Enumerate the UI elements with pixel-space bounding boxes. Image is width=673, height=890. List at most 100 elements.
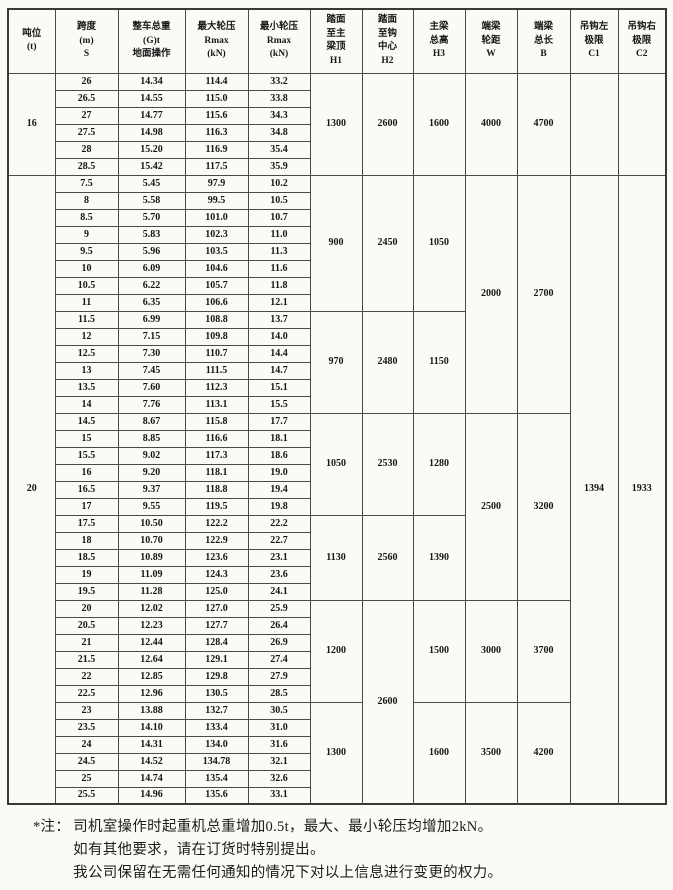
rmax-cell: 124.3 — [184, 565, 249, 584]
span-cell: 14.5 — [54, 412, 119, 431]
table-row: 22.5 12.96 130.5 28.5 — [8, 684, 666, 703]
total-weight-cell: 15.42 — [117, 157, 186, 176]
table-row: 14.5 8.67 115.8 17.7 1050 2530 1280 2500 3200 — [8, 412, 666, 601]
total-weight-cell: 9.20 — [117, 463, 186, 482]
rmin-cell: 33.1 — [247, 786, 311, 805]
rmin-cell: 11.0 — [247, 225, 311, 244]
total-weight-cell: 7.15 — [117, 327, 186, 346]
w-cell: 3500 — [464, 701, 518, 805]
rmin-cell: 11.6 — [247, 259, 311, 278]
rmin-cell: 23.6 — [247, 565, 311, 584]
rmax-cell: 104.6 — [184, 259, 249, 278]
span-cell: 16.5 — [54, 480, 119, 499]
total-weight-cell: 11.09 — [117, 565, 186, 584]
h1-cell: 1300 — [309, 701, 363, 805]
h1-cell: 1050 — [309, 412, 363, 516]
rmin-cell: 27.4 — [247, 650, 311, 669]
rmax-cell: 115.8 — [184, 412, 249, 431]
rmin-cell: 34.3 — [247, 106, 311, 125]
note-line: 我公司保留在无需任何通知的情况下对以上信息进行变更的权力。 — [73, 865, 503, 881]
h2-cell: 2530 — [361, 412, 414, 516]
rmax-cell: 127.0 — [184, 599, 249, 618]
h3-cell: 1390 — [412, 514, 466, 601]
h1-cell: 1200 — [309, 599, 363, 703]
total-weight-cell: 14.31 — [117, 735, 186, 754]
b-cell: 2700 — [516, 174, 571, 414]
header-c1: 吊钩左 极限 C1 — [569, 8, 619, 74]
c2-cell — [617, 72, 667, 176]
rmax-cell: 116.3 — [184, 123, 249, 142]
rmax-cell: 122.2 — [184, 514, 249, 533]
rmax-cell: 119.5 — [184, 497, 249, 516]
rmax-cell: 105.7 — [184, 276, 249, 295]
total-weight-cell: 9.37 — [117, 480, 186, 499]
h1-cell: 1130 — [309, 514, 363, 601]
span-cell: 22 — [54, 667, 119, 686]
tonnage-cell: 16 — [7, 72, 56, 176]
rmin-cell: 23.1 — [247, 548, 311, 567]
total-weight-cell: 12.96 — [117, 684, 186, 703]
total-weight-cell: 5.83 — [117, 225, 186, 244]
c2-cell: 1933 — [617, 174, 667, 805]
rmax-cell: 112.3 — [184, 378, 249, 397]
rmax-cell: 111.5 — [184, 361, 249, 380]
rmax-cell: 129.8 — [184, 667, 249, 686]
rmin-cell: 26.9 — [247, 633, 311, 652]
rmin-cell: 10.2 — [247, 174, 311, 193]
rmin-cell: 33.2 — [247, 72, 311, 91]
table-row: 9.5 5.96 103.5 11.3 — [8, 242, 666, 261]
span-cell: 27 — [54, 106, 119, 125]
w-cell: 4000 — [464, 72, 518, 176]
span-cell: 19 — [54, 565, 119, 584]
h2-cell: 2450 — [361, 174, 414, 312]
rmin-cell: 14.4 — [247, 344, 311, 363]
table-body: 16 26 14.34 114.4 33.2 1300 2600 1600 4000 4700 26… — [7, 72, 667, 805]
span-cell: 27.5 — [54, 123, 119, 142]
total-weight-cell: 6.09 — [117, 259, 186, 278]
notes: *注： 司机室操作时起重机总重增加0.5t，最大、最小轮压均增加2kN。 如有其… — [33, 816, 502, 885]
h3-cell: 1600 — [412, 701, 466, 805]
header-c2: 吊钩右 极限 C2 — [617, 8, 667, 74]
rmin-cell: 15.5 — [247, 395, 311, 414]
total-weight-cell: 7.45 — [117, 361, 186, 380]
rmin-cell: 14.0 — [247, 327, 311, 346]
w-cell: 2500 — [464, 412, 518, 601]
table-row: 23 13.88 132.7 30.5 1300 1600 3500 4200 — [8, 701, 666, 805]
w-cell: 3000 — [464, 599, 518, 703]
span-cell: 24 — [54, 735, 119, 754]
total-weight-cell: 12.85 — [117, 667, 186, 686]
table-row: 21 12.44 128.4 26.9 — [8, 633, 666, 652]
total-weight-cell: 6.35 — [117, 293, 186, 312]
rmax-cell: 117.5 — [184, 157, 249, 176]
total-weight-cell: 14.98 — [117, 123, 186, 142]
span-cell: 28 — [54, 140, 119, 159]
h3-cell: 1150 — [412, 310, 466, 414]
span-cell: 13.5 — [54, 378, 119, 397]
header-h1: 踏面 至主 梁顶 H1 — [309, 8, 363, 74]
span-cell: 16 — [54, 463, 119, 482]
rmax-cell: 134.78 — [184, 752, 249, 771]
rmin-cell: 35.4 — [247, 140, 311, 159]
note-line: 司机室操作时起重机总重增加0.5t，最大、最小轮压均增加2kN。 — [73, 819, 493, 835]
rmin-cell: 24.1 — [247, 582, 311, 601]
header-span: 跨度 (m) S — [54, 8, 119, 74]
total-weight-cell: 15.20 — [117, 140, 186, 159]
rmin-cell: 19.4 — [247, 480, 311, 499]
table-row: 18 10.70 122.9 22.7 — [8, 531, 666, 550]
header-row: 吨位 (t) 跨度 (m) S 整车总重 (G)t 地面操作 最大轮压 Rmax (kN) 最小轮压 R… — [7, 8, 667, 74]
span-cell: 10.5 — [54, 276, 119, 295]
span-cell: 13 — [54, 361, 119, 380]
rmax-cell: 122.9 — [184, 531, 249, 550]
span-cell: 22.5 — [54, 684, 119, 703]
b-cell: 4200 — [516, 701, 571, 805]
total-weight-cell: 12.64 — [117, 650, 186, 669]
rmin-cell: 14.7 — [247, 361, 311, 380]
b-cell: 3700 — [516, 599, 571, 703]
table-row: 21.5 12.64 129.1 27.4 — [8, 650, 666, 669]
span-cell: 26.5 — [54, 89, 119, 108]
header-b: 端梁 总长 B — [516, 8, 571, 74]
rmax-cell: 117.3 — [184, 446, 249, 465]
table-row: 20 7.5 5.45 97.9 10.2 900 2450 1050 2000 2700 1394… — [7, 174, 667, 805]
span-cell: 28.5 — [54, 157, 119, 176]
span-cell: 18.5 — [54, 548, 119, 567]
